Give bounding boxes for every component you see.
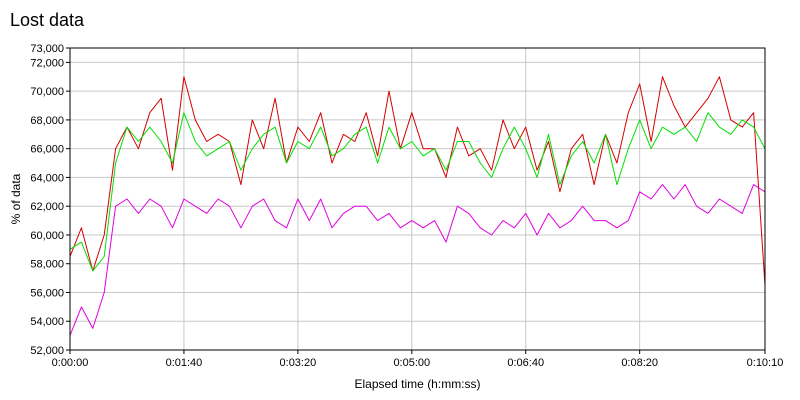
x-tick-label: 0:05:00	[393, 357, 430, 369]
y-tick-label: 73,000	[30, 43, 64, 55]
y-tick-label: 72,000	[30, 57, 64, 69]
y-tick-label: 56,000	[30, 287, 64, 299]
x-tick-label: 0:08:20	[621, 357, 658, 369]
y-tick-label: 54,000	[30, 316, 64, 328]
y-tick-label: 60,000	[30, 230, 64, 242]
y-tick-label: 58,000	[30, 259, 64, 271]
y-tick-label: 66,000	[30, 144, 64, 156]
series-line-3	[69, 184, 766, 336]
y-tick-label: 62,000	[30, 201, 64, 213]
series-lines	[69, 76, 766, 336]
y-axis-ticks: 52,000 54,000 56,000 58,000 60,000 62,000 64,0…	[30, 43, 70, 357]
y-tick-label: 70,000	[30, 86, 64, 98]
x-tick-label: 0:01:40	[166, 357, 203, 369]
y-axis-label: % of data	[9, 173, 23, 224]
grid-lines	[69, 47, 766, 351]
y-tick-label: 64,000	[30, 172, 64, 184]
x-tick-label: 0:03:20	[280, 357, 317, 369]
y-tick-label: 52,000	[30, 345, 64, 357]
x-axis-label: Elapsed time (h:mm:ss)	[354, 377, 480, 391]
series-line-2	[69, 112, 766, 272]
chart-title: Lost data	[10, 10, 85, 30]
plot-area	[69, 47, 766, 351]
series-line-1	[69, 76, 766, 286]
x-tick-label: 0:10:10	[747, 357, 784, 369]
x-tick-label: 0:06:40	[507, 357, 544, 369]
y-tick-label: 68,000	[30, 115, 64, 127]
x-tick-label: 0:00:00	[52, 357, 89, 369]
x-axis-ticks: 0:00:00 0:01:40 0:03:20 0:05:00 0:06:40 0:08:…	[52, 350, 784, 369]
